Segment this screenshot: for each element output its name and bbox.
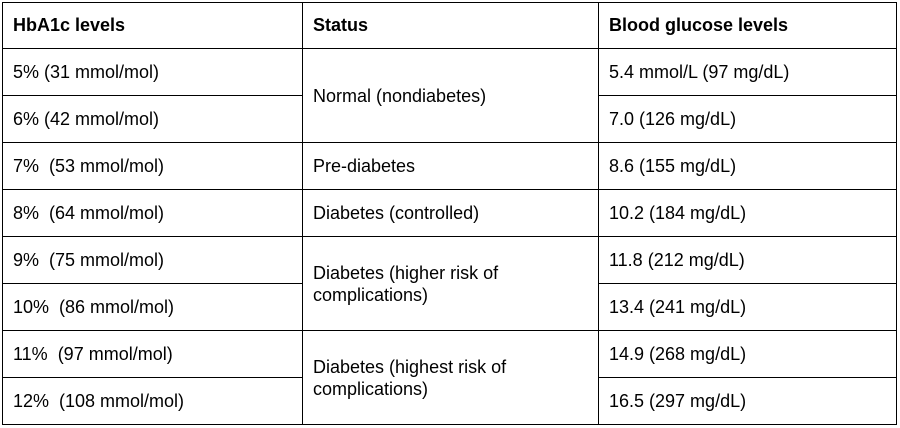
table-row: 11% (97 mmol/mol) Diabetes (highest risk …: [2, 330, 897, 425]
header-cell: HbA1c levels: [2, 2, 303, 49]
hba1c-cell: 7% (53 mmol/mol): [2, 142, 303, 190]
hba1c-cell: 6% (42 mmol/mol): [2, 95, 303, 143]
table-row: 7% (53 mmol/mol) Pre-diabetes 8.6 (155 mg/…: [2, 142, 897, 190]
header-cell: Status: [302, 2, 599, 49]
hba1c-cell: 11% (97 mmol/mol): [2, 330, 303, 378]
hba1c-cell: 8% (64 mmol/mol): [2, 189, 303, 237]
status-cell: Diabetes (highest risk of complications): [302, 330, 599, 425]
status-cell: Diabetes (higher risk of complications): [302, 236, 599, 331]
glucose-cell: 14.9 (268 mg/dL): [598, 330, 897, 378]
status-cell: Pre-diabetes: [302, 142, 599, 190]
table-row: 9% (75 mmol/mol) Diabetes (higher risk of…: [2, 236, 897, 331]
table-header: HbA1c levels Status Blood glucose levels: [2, 2, 897, 49]
glucose-cell: 13.4 (241 mg/dL): [598, 283, 897, 331]
glucose-cell: 11.8 (212 mg/dL): [598, 236, 897, 284]
glucose-cell: 7.0 (126 mg/dL): [598, 95, 897, 143]
table-body: 5% (31 mmol/mol) Normal (nondiabetes) 5.4 …: [2, 48, 897, 425]
hba1c-cell: 12% (108 mmol/mol): [2, 377, 303, 425]
header-cell: Blood glucose levels: [598, 2, 897, 49]
hba1c-cell: 5% (31 mmol/mol): [2, 48, 303, 96]
table-row: 12% (108 mmol/mol) 16.5 (297 mg/dL): [2, 377, 897, 425]
table-row: 5% (31 mmol/mol) Normal (nondiabetes) 5.4 …: [2, 48, 897, 143]
status-cell: Diabetes (controlled): [302, 189, 599, 237]
glucose-cell: 16.5 (297 mg/dL): [598, 377, 897, 425]
glucose-cell: 5.4 mmol/L (97 mg/dL): [598, 48, 897, 96]
table-row: 8% (64 mmol/mol) Diabetes (controlled) 10.…: [2, 189, 897, 237]
hba1c-cell: 10% (86 mmol/mol): [2, 283, 303, 331]
status-cell: Normal (nondiabetes): [302, 48, 599, 143]
header-row: HbA1c levels Status Blood glucose levels: [2, 2, 897, 49]
hba1c-cell: 9% (75 mmol/mol): [2, 236, 303, 284]
glucose-cell: 8.6 (155 mg/dL): [598, 142, 897, 190]
glucose-cell: 10.2 (184 mg/dL): [598, 189, 897, 237]
